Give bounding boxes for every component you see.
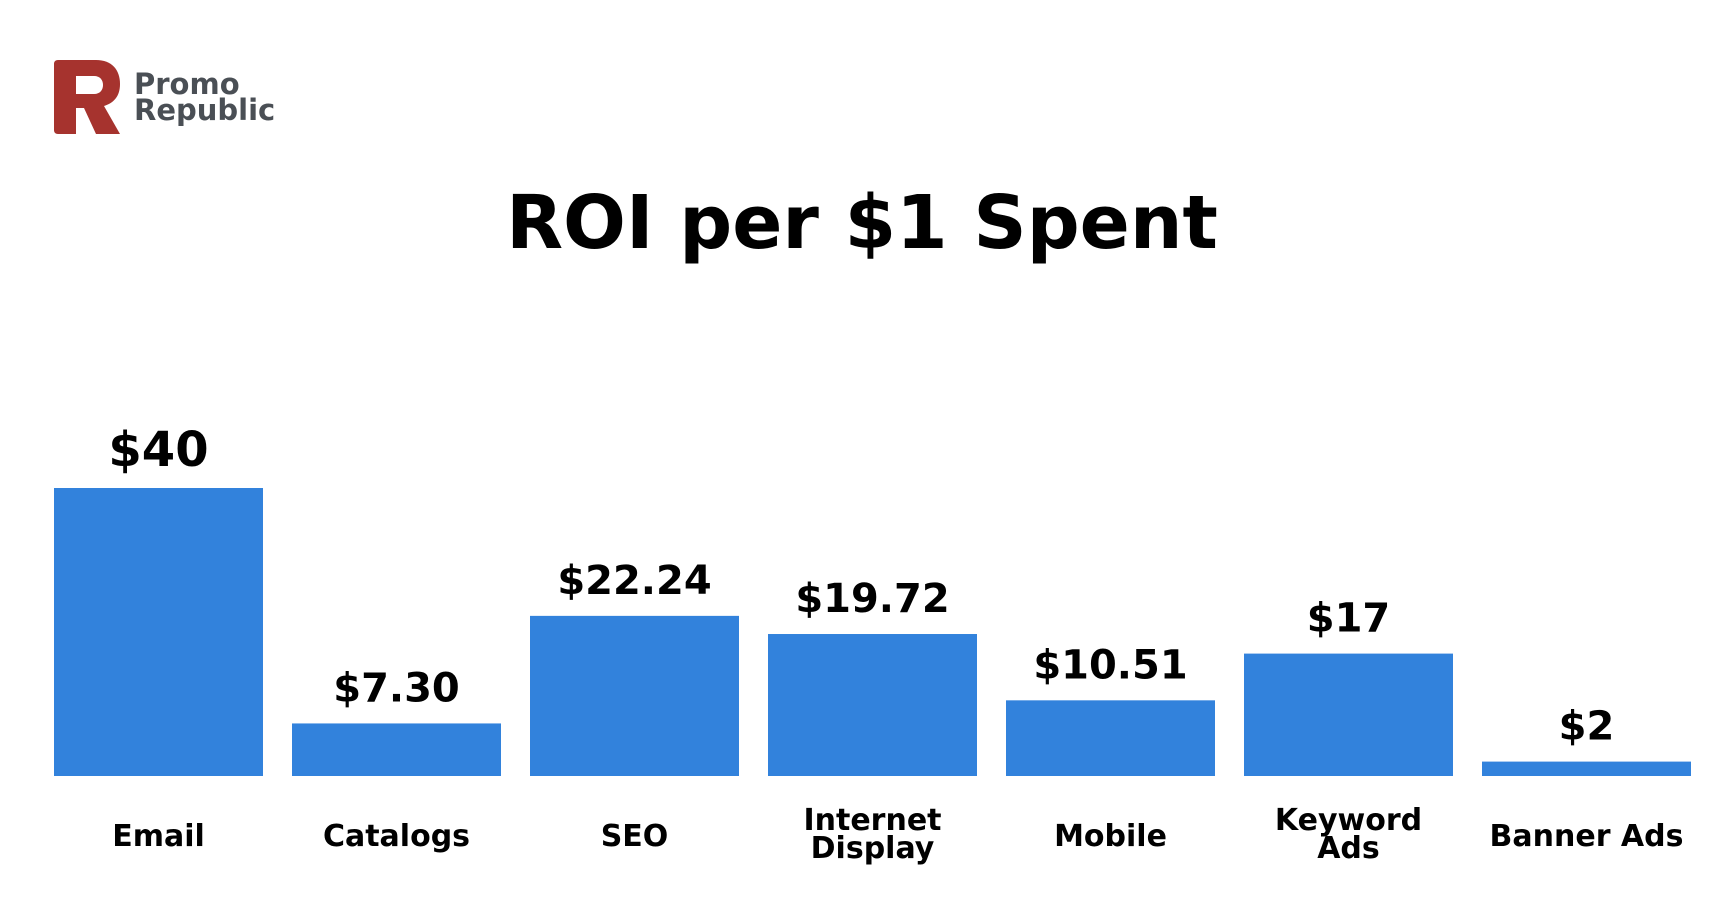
data-label-3: $19.72 (795, 576, 949, 622)
category-label-6: Banner Ads (1490, 819, 1684, 854)
data-label-6: $2 (1559, 704, 1615, 750)
data-label-1: $7.30 (333, 665, 460, 711)
data-label-4: $10.51 (1033, 642, 1187, 688)
bar-4 (1006, 700, 1215, 776)
category-label-0: Email (112, 819, 205, 854)
promorepublic-logo-icon (54, 60, 120, 134)
bar-2 (530, 615, 739, 776)
bar-3 (768, 634, 977, 776)
bar-5 (1244, 653, 1453, 776)
bar-1 (292, 723, 501, 776)
category-label-4: Mobile (1054, 819, 1167, 854)
category-label-3-line-0: Internet (803, 803, 941, 838)
category-label-3-line-1: Display (811, 831, 935, 866)
data-label-5: $17 (1307, 596, 1391, 642)
category-label-5: Keyword Ads (1275, 803, 1422, 866)
bar-0 (54, 488, 263, 776)
category-label-1: Catalogs (323, 819, 470, 854)
data-label-0: $40 (108, 422, 208, 478)
logo-text-line1: Promo (134, 67, 240, 101)
data-label-2: $22.24 (557, 558, 711, 604)
category-label-5-line-0: Keyword (1275, 803, 1422, 838)
category-label-5-line-1: Ads (1317, 831, 1380, 866)
bar-6 (1482, 761, 1691, 776)
logo-text-line2: Republic (134, 93, 276, 127)
logo: Promo Republic (54, 60, 275, 134)
category-label-3: Internet Display (803, 803, 941, 866)
chart-title: ROI per $1 Spent (506, 180, 1218, 266)
category-label-2: SEO (601, 819, 669, 854)
